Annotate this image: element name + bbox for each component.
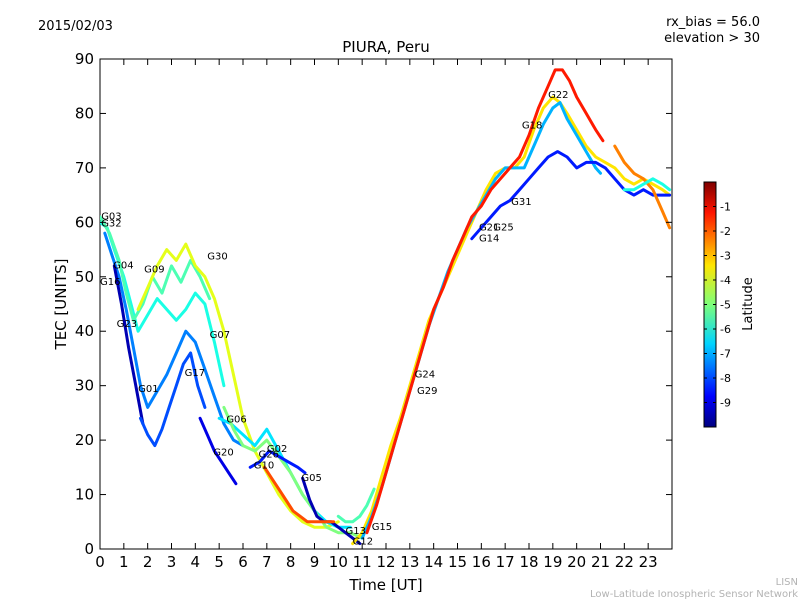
y-tick-label-50: 50 — [75, 268, 94, 286]
x-tick-label-8: 8 — [286, 553, 296, 571]
tec-track-17 — [613, 144, 672, 230]
sat-label-G15: G15 — [372, 522, 392, 533]
sat-label-G01: G01 — [138, 384, 158, 395]
sat-label-G30: G30 — [207, 251, 227, 262]
y-tick-label-60: 60 — [75, 213, 94, 231]
x-tick-label-16: 16 — [472, 553, 491, 571]
x-tick-label-2: 2 — [143, 553, 153, 571]
sat-label-G03: G03 — [101, 212, 121, 223]
x-tick-label-17: 17 — [496, 553, 515, 571]
tec-track-11 — [263, 465, 336, 524]
y-axis-label: TEC [UNITS] — [52, 259, 70, 351]
elevation-label: elevation > 30 — [664, 31, 760, 46]
tec-track-4 — [112, 264, 145, 426]
colorbar-tick-label--1: -1 — [720, 201, 731, 214]
plot-area — [99, 58, 673, 550]
sat-label-G02: G02 — [267, 444, 287, 455]
colorbar-tick-label--6: -6 — [720, 323, 731, 336]
sat-label-G13: G13 — [345, 526, 365, 537]
y-tick-label-30: 30 — [75, 377, 94, 395]
sat-label-G12: G12 — [353, 537, 373, 548]
x-tick-label-10: 10 — [329, 553, 348, 571]
x-tick-label-4: 4 — [191, 553, 201, 571]
colorbar-tick-label--2: -2 — [720, 225, 731, 238]
sat-label-G21: G21 — [479, 223, 499, 234]
y-tick-label-10: 10 — [75, 486, 94, 504]
data-layer — [100, 68, 672, 546]
x-tick-label-22: 22 — [615, 553, 634, 571]
sat-label-G26: G26 — [258, 450, 278, 461]
sat-label-G29: G29 — [417, 386, 437, 397]
y-tick-label-0: 0 — [84, 540, 94, 558]
sat-label-G10: G10 — [254, 460, 274, 471]
colorbar-tick-label--5: -5 — [720, 299, 731, 312]
tec-track-8 — [222, 405, 364, 540]
chart-title: PIURA, Peru — [342, 38, 429, 56]
x-tick-label-0: 0 — [95, 553, 105, 571]
x-tick-label-11: 11 — [353, 553, 372, 571]
y-tick-label-20: 20 — [75, 431, 94, 449]
tec-track-2 — [136, 242, 340, 529]
sat-label-G09: G09 — [144, 264, 164, 275]
x-axis: 0 1 2 3 4 5 6 7 8 9 10 11 12 13 14 15 16 17 18 19 20 21 22 23 — [95, 59, 658, 571]
sat-label-G24: G24 — [415, 370, 435, 381]
sat-label-G22: G22 — [548, 90, 568, 101]
sat-label-G06: G06 — [226, 415, 246, 426]
x-axis-label: Time [UT] — [348, 576, 422, 594]
x-tick-label-21: 21 — [591, 553, 610, 571]
tec-track-6 — [139, 351, 207, 448]
colorbar-tick-label--4: -4 — [720, 274, 731, 287]
tec-track-18 — [622, 177, 672, 192]
tec-track-5 — [198, 416, 238, 486]
tec-track-12 — [336, 487, 376, 524]
y-tick-label-40: 40 — [75, 322, 94, 340]
colorbar-tick-label--3: -3 — [720, 250, 731, 263]
y-tick-label-90: 90 — [75, 50, 94, 68]
colorbar-label: Latitude — [741, 277, 756, 331]
sat-label-G04: G04 — [113, 261, 133, 272]
sat-label-G31: G31 — [511, 197, 531, 208]
sat-label-G07: G07 — [210, 330, 230, 341]
sat-label-G05: G05 — [301, 473, 321, 484]
y-tick-label-70: 70 — [75, 159, 94, 177]
x-tick-label-15: 15 — [448, 553, 467, 571]
y-tick-label-80: 80 — [75, 104, 94, 122]
colorbar-tick-label--8: -8 — [720, 372, 731, 385]
x-tick-label-12: 12 — [376, 553, 395, 571]
date-label: 2015/02/03 — [38, 19, 113, 34]
tec-track-9 — [248, 449, 307, 475]
tec-track-3 — [103, 231, 245, 448]
rx-bias-label: rx_bias = 56.0 — [666, 15, 760, 30]
footer-network: Low-Latitude Ionospheric Sensor Network — [590, 589, 798, 600]
sat-label-G18: G18 — [522, 121, 542, 132]
sat-label-G17: G17 — [185, 368, 205, 379]
x-tick-label-5: 5 — [214, 553, 224, 571]
x-tick-label-20: 20 — [567, 553, 586, 571]
tec-track-16 — [470, 150, 672, 241]
sat-label-G23: G23 — [117, 319, 137, 330]
sat-label-G20: G20 — [213, 447, 233, 458]
footer-lisn: LISN — [776, 577, 798, 588]
x-tick-label-23: 23 — [639, 553, 658, 571]
x-tick-label-13: 13 — [400, 553, 419, 571]
sat-label-G32: G32 — [101, 219, 121, 230]
x-tick-label-7: 7 — [262, 553, 272, 571]
x-tick-label-1: 1 — [119, 553, 129, 571]
x-tick-label-18: 18 — [519, 553, 538, 571]
x-tick-label-14: 14 — [424, 553, 443, 571]
x-tick-label-19: 19 — [543, 553, 562, 571]
y-axis: 0 10 20 30 40 50 60 70 80 90 — [75, 50, 672, 558]
tec-track-15 — [365, 68, 605, 535]
sat-label-G14: G14 — [479, 233, 499, 244]
sat-label-G16: G16 — [100, 277, 120, 288]
x-tick-label-3: 3 — [167, 553, 177, 571]
sat-label-G25: G25 — [493, 223, 513, 234]
colorbar-tick-label--7: -7 — [720, 348, 731, 361]
x-tick-label-9: 9 — [310, 553, 320, 571]
colorbar-ticks: -1 -2 -3 -4 -5 -6 -7 -8 -9 — [704, 201, 731, 410]
colorbar-tick-label--9: -9 — [720, 397, 731, 410]
x-tick-label-6: 6 — [238, 553, 248, 571]
